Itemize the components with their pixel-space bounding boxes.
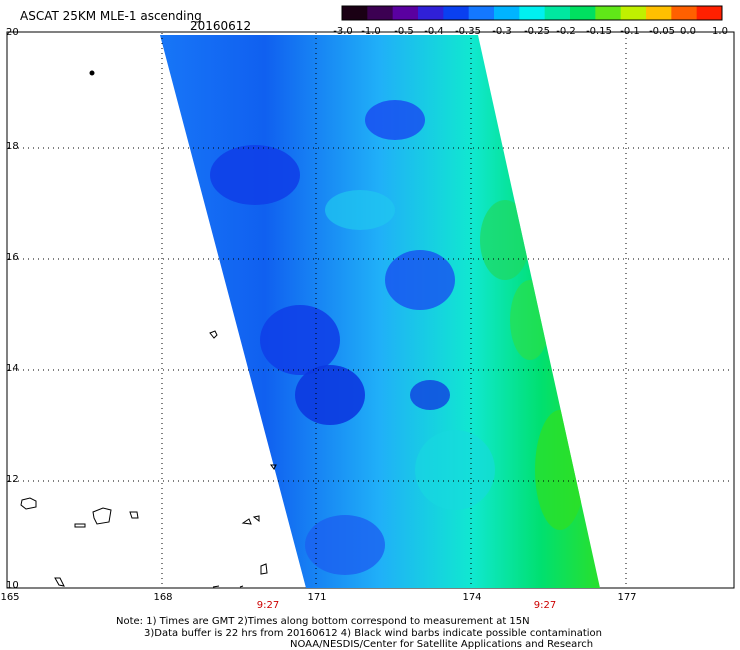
lat-label-16: 16 bbox=[6, 252, 19, 263]
lat-label-10: 10 bbox=[6, 580, 19, 591]
lon-label-168: 168 bbox=[153, 592, 173, 603]
chart-title: ASCAT 25KM MLE-1 ascending bbox=[20, 9, 202, 23]
colorbar-label: 1.0 bbox=[712, 26, 728, 37]
colorbar-label: -0.05 bbox=[649, 26, 675, 37]
pass-time-label: 9:27 bbox=[533, 600, 557, 611]
coastlines bbox=[20, 70, 277, 588]
lat-label-20: 20 bbox=[6, 27, 19, 38]
colorbar-label: 0.0 bbox=[680, 26, 696, 37]
colorbar-label: -0.1 bbox=[620, 26, 640, 37]
colorbar-label: -0.3 bbox=[492, 26, 512, 37]
lon-label-165: 165 bbox=[0, 592, 20, 603]
colorbar-label: -0.15 bbox=[586, 26, 612, 37]
colorbar-label: -0.2 bbox=[556, 26, 576, 37]
colorbar-label: -0.25 bbox=[524, 26, 550, 37]
colorbar-label: -3.0 bbox=[333, 26, 353, 37]
pass-time-label: 9:27 bbox=[256, 600, 280, 611]
colorbar-label: -0.5 bbox=[394, 26, 414, 37]
note-line-1: Note: 1) Times are GMT 2)Times along bot… bbox=[116, 616, 530, 627]
wind-swath bbox=[160, 35, 600, 588]
lat-label-18: 18 bbox=[6, 141, 19, 152]
colorbar-label: -1.0 bbox=[361, 26, 381, 37]
colorbar-label: -0.35 bbox=[455, 26, 481, 37]
lon-label-171: 171 bbox=[307, 592, 327, 603]
lon-label-177: 177 bbox=[617, 592, 637, 603]
lat-label-12: 12 bbox=[6, 474, 19, 485]
note-line-3: NOAA/NESDIS/Center for Satellite Applica… bbox=[290, 639, 594, 650]
lat-gridlines bbox=[8, 147, 733, 482]
lon-label-174: 174 bbox=[462, 592, 482, 603]
colorbar-label: -0.4 bbox=[424, 26, 444, 37]
note-line-2: 3)Data buffer is 22 hrs from 20160612 4)… bbox=[144, 628, 602, 639]
lat-label-14: 14 bbox=[6, 363, 19, 374]
chart-date: 20160612 bbox=[190, 19, 252, 33]
